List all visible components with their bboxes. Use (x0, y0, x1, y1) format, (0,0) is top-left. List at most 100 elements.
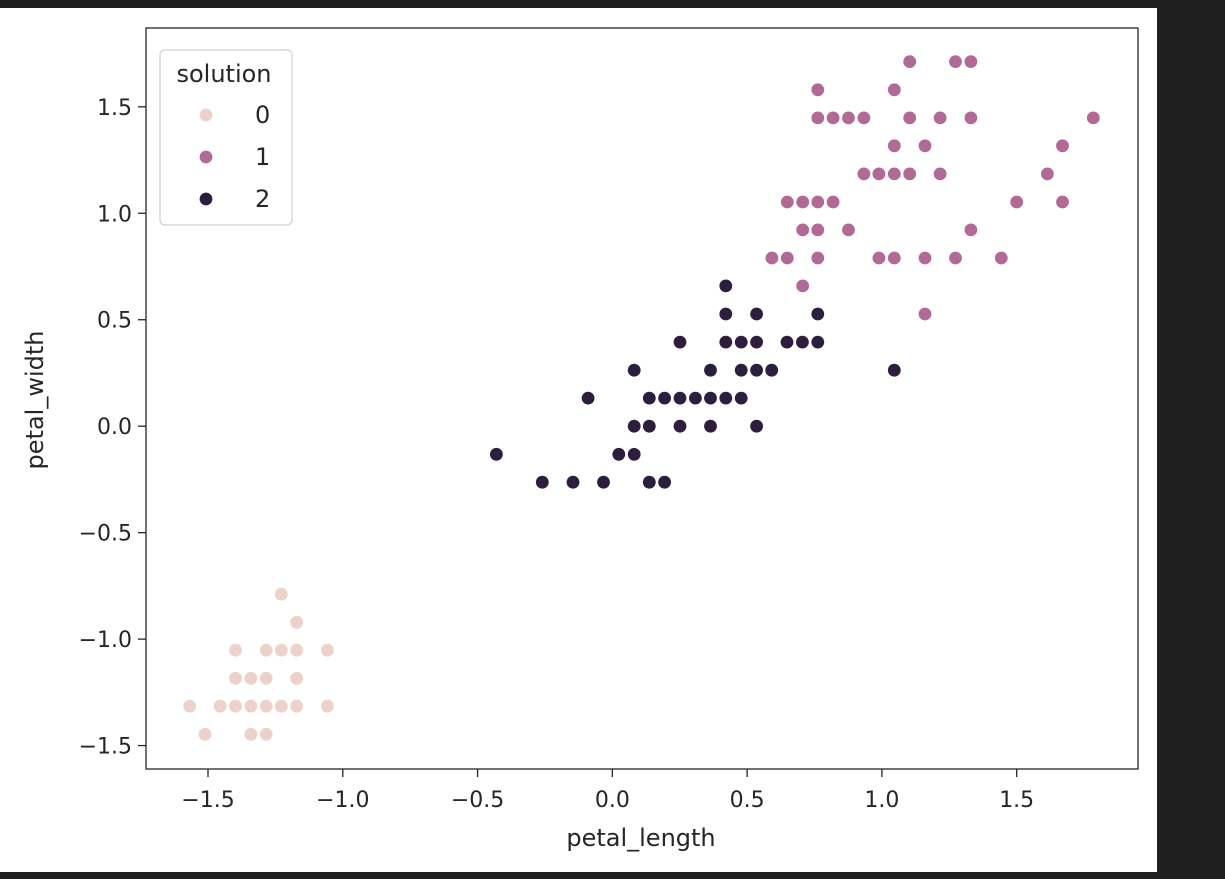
data-point-1-13 (840, 222, 857, 238)
data-point-2-0 (488, 446, 504, 462)
x-tick-label: −1.5 (181, 788, 234, 813)
data-point-2-22 (718, 334, 734, 350)
data-point-2-8 (626, 362, 642, 378)
data-point-1-14 (840, 110, 857, 126)
data-point-2-1 (534, 474, 550, 490)
data-point-1-31 (947, 250, 964, 266)
data-point-1-28 (917, 138, 933, 154)
data-point-2-37 (886, 362, 902, 378)
data-point-2-21 (718, 390, 734, 406)
data-point-2-17 (687, 390, 704, 406)
data-point-1-40 (1054, 138, 1071, 154)
data-point-2-31 (748, 306, 765, 322)
data-point-1-2 (779, 194, 795, 210)
data-point-1-1 (779, 250, 795, 266)
data-point-2-25 (733, 390, 749, 406)
data-point-2-9 (641, 474, 657, 490)
data-point-2-18 (702, 418, 719, 434)
data-point-2-3 (580, 390, 596, 406)
data-point-2-28 (748, 418, 765, 434)
data-point-2-34 (794, 334, 811, 350)
data-point-2-19 (702, 390, 719, 406)
data-point-1-5 (795, 194, 811, 210)
points-layer (182, 53, 1101, 742)
data-point-1-24 (902, 110, 918, 126)
data-point-2-33 (779, 334, 795, 350)
data-point-1-8 (810, 194, 826, 210)
data-point-0-2 (212, 698, 228, 714)
y-tick-label: −1.0 (79, 628, 132, 653)
y-tick-label: 1.0 (97, 202, 132, 227)
data-point-2-4 (595, 474, 612, 490)
legend-label-0: 0 (255, 101, 270, 129)
data-point-1-29 (932, 166, 948, 182)
data-point-1-26 (917, 306, 933, 322)
data-point-2-35 (810, 334, 826, 350)
data-point-1-36 (993, 250, 1009, 266)
data-point-0-21 (319, 698, 335, 714)
legend: solution 0 1 2 (159, 49, 293, 226)
data-point-2-16 (672, 334, 688, 350)
data-point-1-12 (825, 110, 841, 126)
legend-label-1: 1 (255, 143, 270, 171)
data-point-1-30 (932, 110, 948, 126)
data-point-2-6 (626, 446, 642, 462)
data-point-1-38 (1039, 166, 1056, 182)
data-point-0-3 (227, 642, 244, 658)
y-tick-label: −1.5 (79, 735, 132, 760)
data-point-1-16 (856, 110, 872, 126)
data-point-0-20 (319, 642, 335, 658)
data-point-2-15 (672, 390, 688, 406)
data-point-1-6 (810, 250, 826, 266)
data-point-1-34 (963, 110, 979, 126)
figure: −1.5 −1.0 −0.5 0.0 0.5 1.0 1.5 −1.5 −1.0 −0.5 0.0 0… (0, 8, 1157, 872)
data-point-0-13 (273, 586, 289, 602)
data-point-1-35 (963, 53, 979, 70)
data-point-2-11 (641, 390, 657, 406)
legend-marker-1 (198, 149, 214, 165)
data-point-1-7 (810, 222, 826, 238)
data-point-0-1 (197, 726, 213, 742)
data-point-0-7 (243, 698, 259, 714)
x-tick-label: −1.0 (316, 788, 369, 813)
y-tick-label: 0.5 (97, 309, 132, 334)
legend-box (159, 49, 293, 226)
data-point-0-10 (258, 670, 274, 686)
data-point-2-23 (718, 306, 734, 322)
data-point-1-4 (795, 222, 811, 238)
data-point-1-21 (886, 138, 902, 154)
data-point-0-9 (258, 642, 274, 658)
data-point-1-41 (1085, 110, 1101, 126)
data-point-2-32 (764, 362, 780, 378)
data-point-0-5 (227, 698, 244, 714)
data-point-2-36 (810, 306, 826, 322)
legend-marker-2 (198, 191, 214, 207)
data-point-1-17 (871, 250, 887, 266)
x-axis-label: petal_length (566, 824, 715, 852)
data-point-2-30 (748, 334, 765, 350)
data-point-1-19 (886, 250, 902, 266)
data-point-1-9 (810, 110, 826, 126)
data-point-1-3 (795, 278, 811, 294)
data-point-0-6 (243, 670, 259, 686)
data-point-2-12 (656, 474, 673, 490)
data-point-1-37 (1009, 194, 1025, 210)
data-point-2-29 (748, 362, 765, 378)
data-point-0-12 (258, 726, 274, 742)
data-point-1-10 (810, 82, 826, 98)
data-point-1-23 (902, 166, 918, 182)
data-point-1-20 (886, 166, 902, 182)
legend-label-2: 2 (255, 185, 270, 213)
plot-frame (145, 27, 1139, 770)
legend-entries: 0 1 2 (198, 101, 270, 213)
y-tick-label: −0.5 (79, 522, 132, 547)
data-point-1-39 (1054, 194, 1071, 210)
y-axis-label: petal_width (21, 331, 49, 470)
data-point-0-14 (273, 642, 289, 658)
data-point-0-18 (289, 670, 305, 686)
data-point-0-15 (273, 698, 289, 714)
data-point-0-4 (227, 670, 244, 686)
data-point-2-27 (733, 334, 749, 350)
scatter-chart: −1.5 −1.0 −0.5 0.0 0.5 1.0 1.5 −1.5 −1.0 −0.5 0.0 0… (0, 8, 1157, 872)
legend-title: solution (176, 60, 271, 88)
